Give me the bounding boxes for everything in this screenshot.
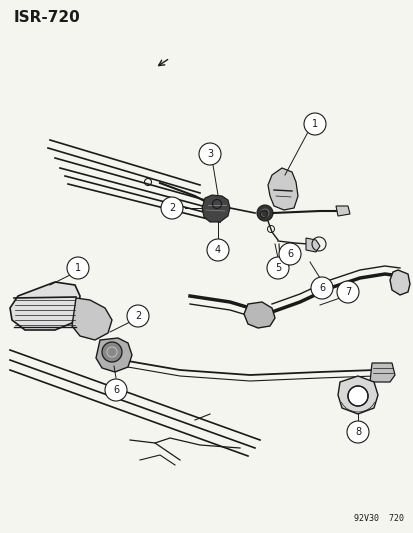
- Text: 7: 7: [344, 287, 350, 297]
- Polygon shape: [335, 206, 349, 216]
- Circle shape: [347, 386, 367, 406]
- Polygon shape: [267, 168, 297, 210]
- Circle shape: [161, 197, 183, 219]
- Circle shape: [105, 379, 127, 401]
- Polygon shape: [337, 376, 377, 414]
- Circle shape: [346, 421, 368, 443]
- Circle shape: [127, 305, 149, 327]
- Text: 2: 2: [169, 203, 175, 213]
- Text: 1: 1: [311, 119, 317, 129]
- Text: 8: 8: [354, 427, 360, 437]
- Polygon shape: [96, 338, 132, 372]
- Circle shape: [256, 205, 272, 221]
- Text: 2: 2: [135, 311, 141, 321]
- Circle shape: [303, 113, 325, 135]
- Text: 3: 3: [206, 149, 213, 159]
- Text: 6: 6: [318, 283, 324, 293]
- Text: 4: 4: [214, 245, 221, 255]
- Circle shape: [206, 239, 228, 261]
- Polygon shape: [389, 270, 409, 295]
- Polygon shape: [72, 298, 112, 340]
- Circle shape: [67, 257, 89, 279]
- Text: ISR-720: ISR-720: [14, 10, 81, 25]
- Polygon shape: [305, 238, 319, 252]
- Polygon shape: [202, 195, 230, 222]
- Polygon shape: [243, 302, 274, 328]
- Circle shape: [336, 281, 358, 303]
- Polygon shape: [10, 282, 80, 330]
- Circle shape: [102, 342, 122, 362]
- Text: 1: 1: [75, 263, 81, 273]
- Circle shape: [266, 257, 288, 279]
- Polygon shape: [369, 363, 394, 382]
- Text: 92V30  720: 92V30 720: [353, 514, 403, 523]
- Text: 6: 6: [286, 249, 292, 259]
- Circle shape: [278, 243, 300, 265]
- Circle shape: [199, 143, 221, 165]
- Text: 5: 5: [274, 263, 280, 273]
- Circle shape: [310, 277, 332, 299]
- Text: 6: 6: [113, 385, 119, 395]
